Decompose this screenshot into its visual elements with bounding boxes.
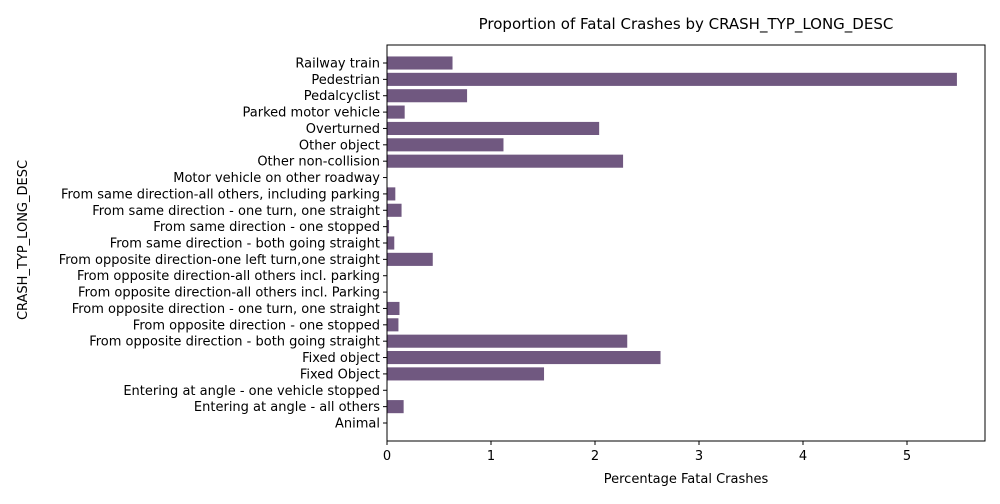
- y-tick-label: From same direction - both going straigh…: [110, 237, 380, 252]
- bar: [387, 236, 395, 250]
- y-tick-label: From opposite direction-one left turn,on…: [59, 253, 380, 268]
- x-tick-label: 0: [383, 449, 391, 464]
- y-tick-label: From opposite direction-all others incl.…: [77, 269, 380, 284]
- y-tick-label: From opposite direction - both going str…: [89, 335, 380, 350]
- y-tick-label: Railway train: [295, 57, 380, 72]
- chart-title: Proportion of Fatal Crashes by CRASH_TYP…: [479, 15, 894, 34]
- y-tick-label: Pedestrian: [311, 73, 380, 88]
- bar: [387, 72, 957, 86]
- y-tick-label: Motor vehicle on other roadway: [173, 171, 380, 186]
- y-tick-label: Pedalcyclist: [304, 89, 380, 104]
- y-tick-label: From same direction - one turn, one stra…: [92, 204, 380, 219]
- y-tick-label: From opposite direction - one turn, one …: [72, 302, 380, 317]
- y-tick-label: Other non-collision: [257, 155, 380, 170]
- bar: [387, 56, 453, 70]
- bar: [387, 203, 402, 217]
- x-ticks-layer: 0 1 2 3 4 5: [383, 441, 911, 464]
- y-tick-label: From same direction-all others, includin…: [61, 187, 380, 202]
- bar: [387, 220, 390, 234]
- x-tick-label: 5: [903, 449, 911, 464]
- bar: [387, 400, 404, 414]
- y-tick-label: Animal: [335, 417, 380, 432]
- bars-layer: [387, 56, 957, 414]
- y-tick-label: From same direction - one stopped: [153, 220, 380, 235]
- bar: [387, 105, 405, 119]
- bar: [387, 89, 468, 103]
- y-tick-label: Parked motor vehicle: [243, 106, 380, 121]
- y-tick-label: Overturned: [306, 122, 380, 137]
- bar: [387, 187, 396, 201]
- bar: [387, 367, 545, 381]
- y-ticks-layer: Animal Entering at angle - all othersEnte…: [59, 57, 387, 432]
- bar: [387, 334, 628, 348]
- y-tick-label: From opposite direction - one stopped: [133, 318, 380, 333]
- y-tick-label: Fixed Object: [300, 367, 380, 382]
- y-tick-label: Entering at angle - all others: [194, 400, 380, 415]
- plot-frame: [386, 44, 986, 442]
- x-tick-label: 4: [799, 449, 807, 464]
- x-axis-label: Percentage Fatal Crashes: [604, 472, 769, 487]
- bar: [387, 351, 661, 365]
- y-tick-label: Fixed object: [302, 351, 380, 366]
- bar: [387, 154, 624, 168]
- bar: [387, 138, 504, 152]
- y-tick-label: Other object: [299, 138, 380, 153]
- y-tick-label: Entering at angle - one vehicle stopped: [123, 384, 380, 399]
- x-tick-label: 3: [695, 449, 703, 464]
- y-axis-label: CRASH_TYP_LONG_DESC: [16, 160, 31, 320]
- bar: [387, 301, 400, 315]
- bar: [387, 252, 433, 266]
- bar: [387, 121, 600, 135]
- bar: [387, 318, 399, 332]
- y-tick-label: From opposite direction-all others incl.…: [78, 286, 380, 301]
- x-tick-label: 2: [591, 449, 599, 464]
- x-tick-label: 1: [487, 449, 495, 464]
